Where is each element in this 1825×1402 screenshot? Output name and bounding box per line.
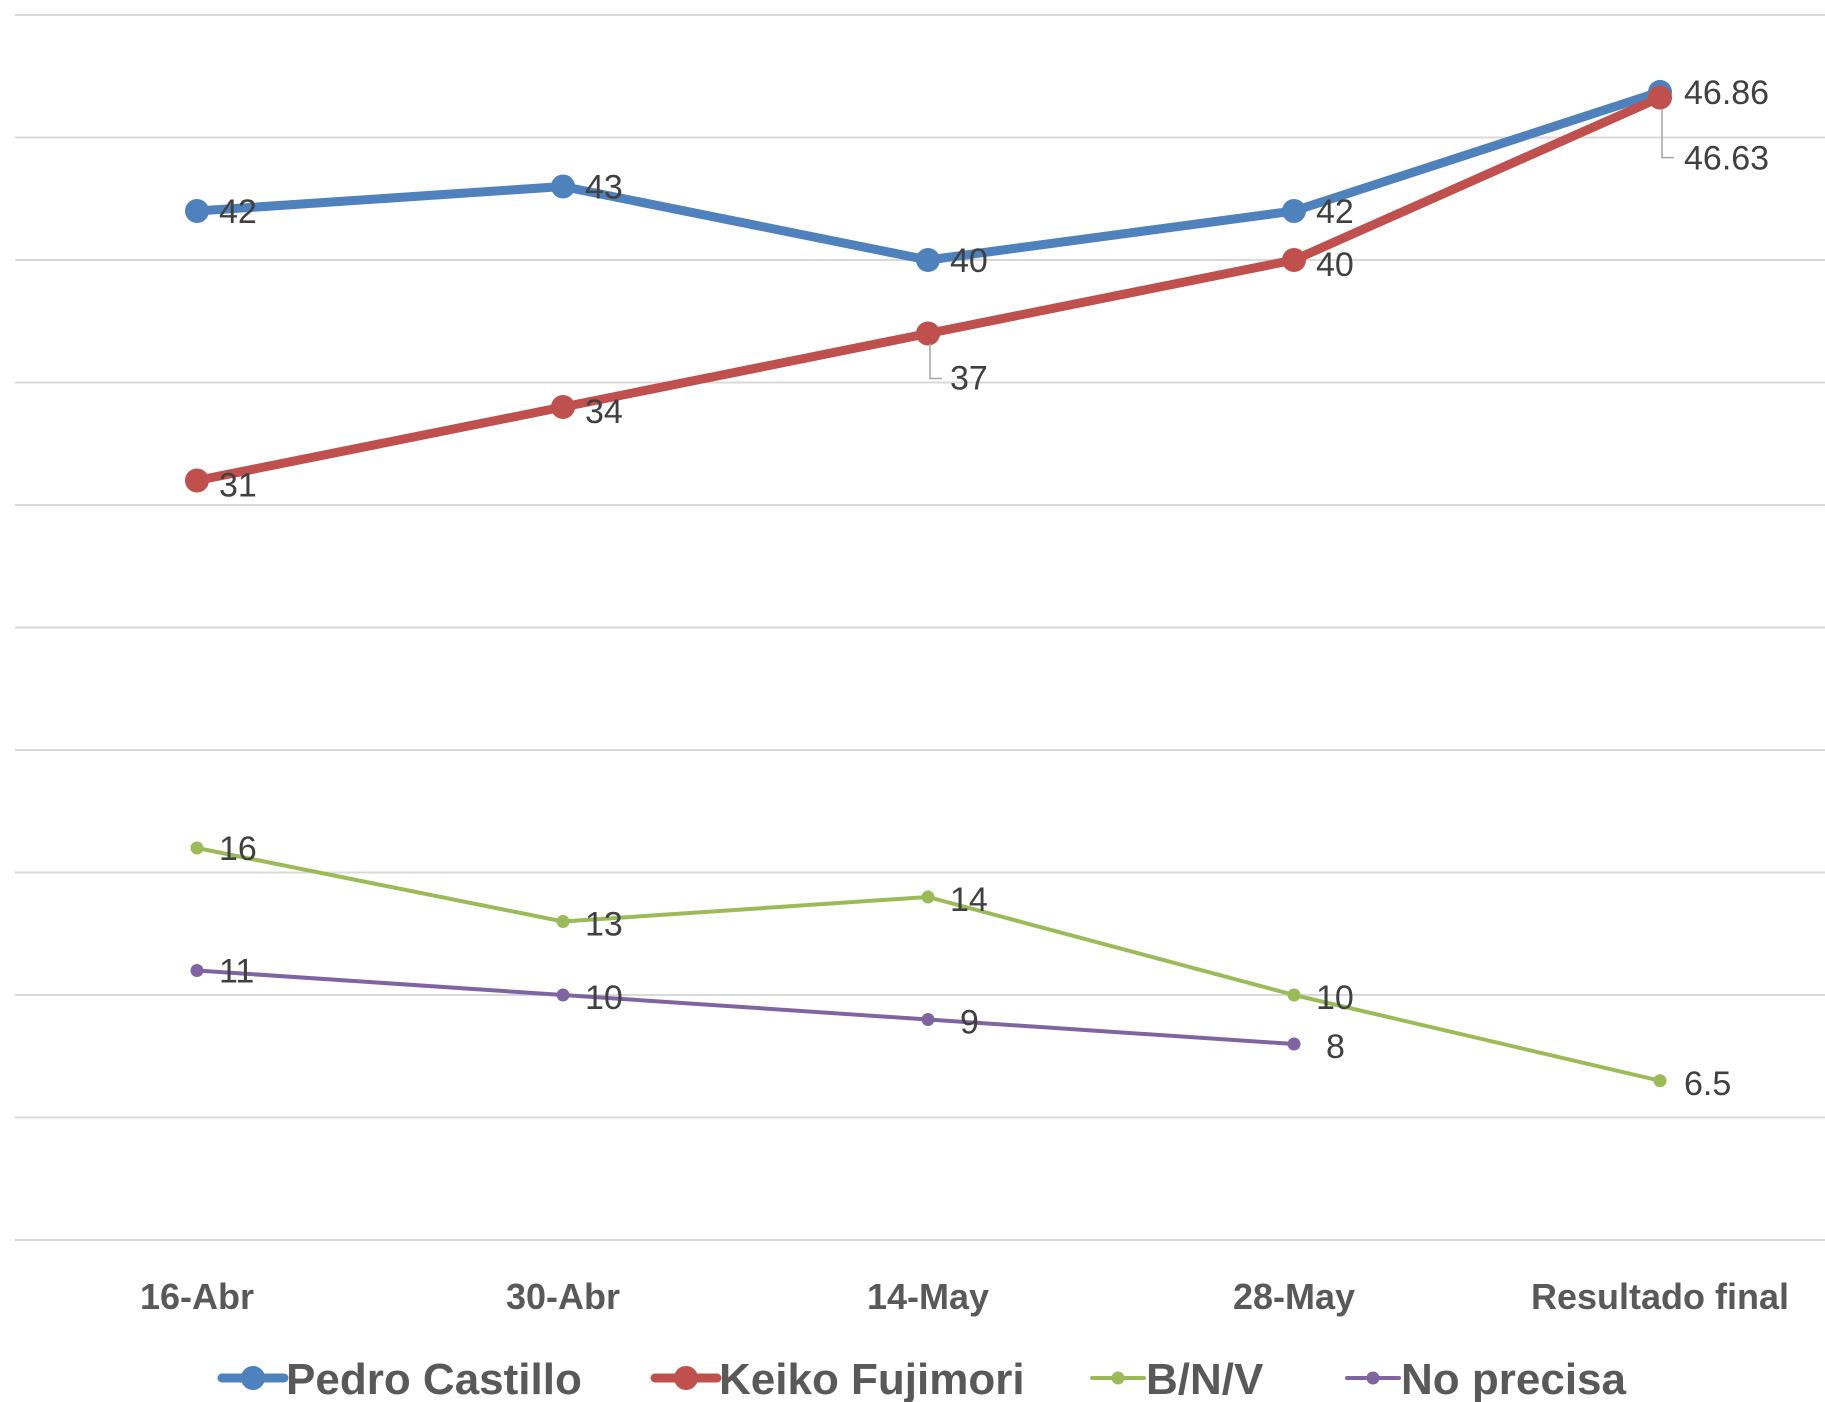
point-keiko-fujimori [551, 395, 575, 419]
x-tick-label: 30-Abr [506, 1276, 620, 1317]
point-keiko-fujimori [1648, 85, 1672, 110]
point-keiko-fujimori [916, 321, 940, 346]
series-no-precisa [190, 964, 1301, 1051]
point-pedro-castillo [1282, 199, 1306, 223]
data-label: 13 [585, 906, 623, 944]
label-leader-line [1661, 109, 1674, 159]
legend-label: Keiko Fujimori [719, 1355, 1025, 1402]
legend-swatch-marker [674, 1366, 698, 1390]
legend-item-no-precisa: No precisa [1345, 1355, 1627, 1402]
point-b-n-v [921, 890, 935, 904]
point-pedro-castillo [185, 199, 209, 223]
point-keiko-fujimori [1282, 248, 1306, 272]
point-no-precisa [1287, 1037, 1301, 1051]
point-pedro-castillo [551, 174, 575, 199]
data-label: 37 [950, 360, 988, 398]
x-tick-label: 14-May [867, 1276, 989, 1317]
series-line-no-precisa [195, 968, 1296, 1046]
label-leader-line [929, 343, 942, 380]
legend-item-pedro-castillo: Pedro Castillo [217, 1355, 582, 1402]
data-label: 31 [219, 467, 257, 505]
x-axis: 16-Abr 30-Abr 14-May 28-May Resultado final [140, 1276, 1789, 1317]
x-tick-label: 16-Abr [140, 1276, 254, 1317]
data-label: 40 [950, 242, 988, 280]
x-tick-label: 28-May [1233, 1276, 1355, 1317]
point-no-precisa [556, 988, 570, 1002]
data-label: 9 [960, 1004, 979, 1042]
data-labels: 42 43 40 42 46.86 31 34 37 40 46.63 16 13 14 10 6.5 11 1… [219, 74, 1769, 1103]
data-label: 46.86 [1684, 74, 1769, 112]
point-b-n-v [1287, 988, 1301, 1002]
point-b-n-v [190, 841, 204, 855]
data-label: 16 [219, 830, 257, 868]
legend-swatch-marker [241, 1366, 265, 1390]
point-keiko-fujimori [185, 468, 209, 493]
series-pedro-castillo [185, 79, 1672, 272]
data-label: 10 [1316, 979, 1354, 1017]
data-label: 46.63 [1684, 140, 1769, 178]
data-label: 10 [585, 979, 623, 1017]
data-label: 43 [585, 169, 623, 207]
legend: Pedro Castillo Keiko Fujimori B/N/V No prec… [217, 1355, 1627, 1402]
point-pedro-castillo [916, 248, 940, 272]
legend-swatch-marker [1366, 1371, 1380, 1385]
data-label: 11 [219, 953, 254, 991]
point-no-precisa [190, 964, 204, 977]
series-keiko-fujimori [185, 85, 1672, 493]
legend-label: B/N/V [1146, 1355, 1264, 1402]
legend-item-keiko-fujimori: Keiko Fujimori [650, 1355, 1025, 1402]
series-b-n-v [190, 841, 1667, 1088]
series-line-keiko-fujimori [192, 93, 1665, 485]
data-label: 14 [950, 881, 988, 919]
data-label: 8 [1326, 1028, 1345, 1066]
point-b-n-v [1653, 1074, 1667, 1088]
point-no-precisa [921, 1013, 935, 1026]
legend-label: No precisa [1401, 1355, 1627, 1402]
x-tick-label: Resultado final [1531, 1276, 1789, 1317]
series-layer [185, 79, 1672, 1088]
legend-swatch-marker [1111, 1371, 1125, 1385]
data-label: 34 [585, 393, 623, 431]
legend-item-b-n-v: B/N/V [1090, 1355, 1264, 1402]
series-line-b-n-v [195, 846, 1662, 1083]
data-label: 6.5 [1684, 1065, 1731, 1103]
point-b-n-v [556, 915, 570, 928]
data-label: 42 [219, 193, 257, 231]
data-label: 40 [1316, 246, 1354, 284]
data-label: 42 [1316, 193, 1354, 231]
series-line-pedro-castillo [192, 87, 1665, 265]
legend-label: Pedro Castillo [286, 1355, 582, 1402]
